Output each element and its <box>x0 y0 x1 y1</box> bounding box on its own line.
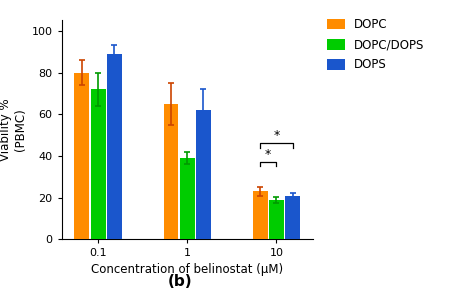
Legend: DOPC, DOPC/DOPS, DOPS: DOPC, DOPC/DOPS, DOPS <box>323 15 428 75</box>
Bar <box>74 73 89 239</box>
Bar <box>180 158 195 239</box>
X-axis label: Concentration of belinostat (μM): Concentration of belinostat (μM) <box>91 263 283 276</box>
Bar <box>196 110 211 239</box>
Bar <box>107 54 122 239</box>
Text: *: * <box>273 129 280 142</box>
Bar <box>269 200 284 239</box>
Bar <box>285 196 300 239</box>
Bar <box>253 192 268 239</box>
Bar <box>164 104 179 239</box>
Y-axis label: Viability %
(PBMC): Viability % (PBMC) <box>0 99 27 161</box>
Text: (b): (b) <box>168 274 192 289</box>
Bar <box>91 89 106 239</box>
Text: *: * <box>265 148 272 161</box>
